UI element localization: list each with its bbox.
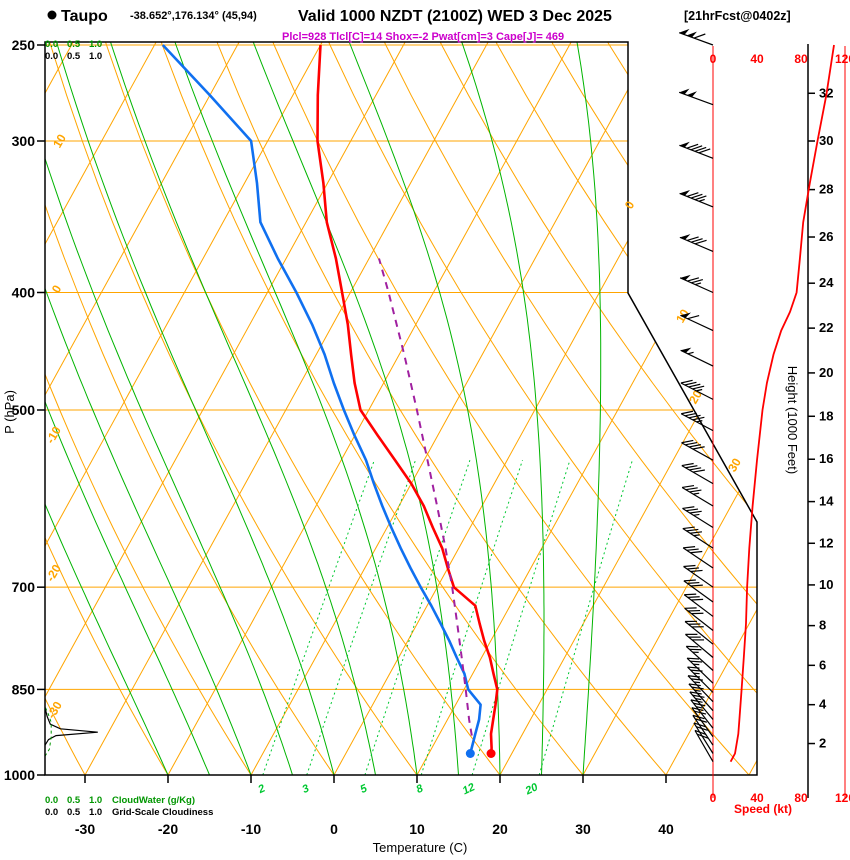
header: Taupo -38.652°,176.134° (45,94) Valid 10… [47,8,791,43]
isotherm-label: 20 [686,387,705,406]
dry-adiabat-label: -10 [43,424,64,446]
speed-tick-label-bottom: 40 [750,791,764,805]
station-bullet-icon [47,10,57,20]
temp-tick-label: -10 [241,821,261,837]
temp-tick-label: -20 [158,821,178,837]
speed-axis-title: Speed (kt) [734,802,792,816]
pressure-tick-label: 300 [12,133,36,149]
cloudiness-profile [45,706,52,757]
cloudwater-scale-0: 0.0 [45,39,58,50]
speed-tick-label-top: 80 [794,52,808,66]
surface-dewpoint-dot [465,749,475,759]
cloudwater-label: CloudWater (g/Kg) [112,795,195,806]
station-name: Taupo [61,8,108,25]
height-tick-label: 6 [819,657,826,672]
dewpoint-curve [161,44,482,754]
pressure-tick-label: 850 [12,681,36,697]
speed-tick-label-top: 0 [710,52,717,66]
dry-adiabat-label: -20 [43,562,64,584]
mixing-ratio-label: 20 [523,781,541,798]
isotherm-label: 30 [725,455,744,474]
background-grid [45,42,757,775]
height-tick-label: 4 [819,697,827,712]
pressure-tick-label: 1000 [4,767,35,783]
speed-tick-label-bottom: 120 [835,791,850,805]
cloudiness-scale-05: 0.5 [67,51,81,62]
wind-barbs [678,28,714,762]
cloudwater-scale-1: 1.0 [89,795,102,806]
height-tick-label: 20 [819,365,833,380]
mixing-ratio-label: 3 [300,783,311,796]
dry-adiabat-label: 10 [50,131,69,150]
speed-tick-label-top: 120 [835,52,850,66]
height-tick-label: 12 [819,535,833,550]
temp-tick-label: 10 [409,821,425,837]
cloudwater-scale-05: 0.5 [67,795,81,806]
mixing-ratio-label: 5 [358,782,369,796]
temp-tick-label: 40 [658,821,674,837]
wind-speed-profile [729,44,835,763]
height-tick-label: 2 [819,736,826,751]
pressure-tick-label: 500 [12,402,36,418]
cloudwater-scale-05: 0.5 [67,39,81,50]
sounding-params: Plcl=928 Tlcl[C]=14 Shox=-2 Pwat[cm]=3 C… [282,31,564,43]
cloudiness-scale-0: 0.0 [45,51,58,62]
mixing-ratio-label: 2 [256,783,268,797]
height-tick-label: 8 [819,618,826,633]
height-tick-label: 10 [819,577,833,592]
cloudiness-label: Grid-Scale Cloudiness [112,807,213,818]
temperature-curve [316,44,499,754]
parcel-curve [378,258,473,736]
temp-tick-label: 30 [575,821,591,837]
mixing-ratio-label: 12 [461,781,477,797]
station-coords: -38.652°,176.134° (45,94) [130,10,257,22]
cloud-profiles [45,706,98,757]
cloud-water-profile [45,707,98,746]
temp-tick-label: -30 [75,821,95,837]
cloudwater-scale-0: 0.0 [45,795,58,806]
cloudwater-scale-1: 1.0 [89,39,102,50]
temp-tick-label: 20 [492,821,508,837]
height-tick-label: 24 [819,275,834,290]
sounding-curves [161,44,499,759]
height-tick-label: 26 [819,229,833,244]
pressure-tick-label: 250 [12,37,36,53]
speed-tick-label-bottom: 0 [710,791,717,805]
speed-tick-label-bottom: 80 [794,791,808,805]
valid-time: Valid 1000 NZDT (2100Z) WED 3 Dec 2025 [298,8,612,25]
bottom-cloud-scales: 0.0 0.5 1.0 CloudWater (g/Kg) 0.0 0.5 1.… [45,795,213,818]
height-tick-label: 28 [819,182,833,197]
cloudiness-scale-0: 0.0 [45,807,58,818]
pressure-tick-label: 400 [12,284,36,300]
temp-axis-title: Temperature (C) [373,840,468,855]
height-tick-label: 30 [819,133,833,148]
top-cloud-scales: 0.0 0.5 1.0 0.0 0.5 1.0 [45,39,102,62]
dry-adiabat-label: 0 [49,282,65,295]
height-axis-title: Height (1000 Feet) [785,366,800,474]
mixing-ratio-label: 8 [414,782,425,796]
cloudiness-scale-1: 1.0 [89,807,102,818]
forecast-info: [21hrFcst@0402z] [684,9,791,23]
temp-tick-label: 0 [330,821,338,837]
cloudiness-scale-1: 1.0 [89,51,102,62]
pressure-tick-label: 700 [12,579,36,595]
pressure-axis-title: P (hPa) [2,390,17,434]
cloudiness-scale-05: 0.5 [67,807,81,818]
height-tick-label: 18 [819,408,833,423]
height-tick-label: 16 [819,451,833,466]
isotherm-label: 0 [622,198,638,211]
surface-temperature-dot [486,749,496,759]
height-tick-label: 14 [819,494,834,509]
speed-axis: 0 0 40 40 80 80 120 120 [710,44,850,805]
height-tick-label: 22 [819,320,833,335]
speed-tick-label-top: 40 [750,52,764,66]
